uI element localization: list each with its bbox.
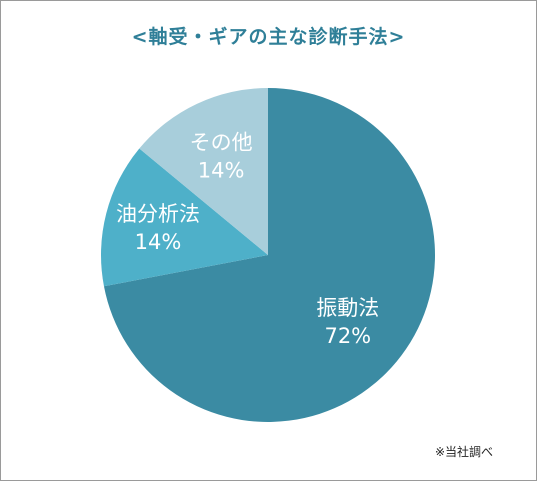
footnote: ※当社調べ <box>434 445 493 459</box>
slice-label: その他 <box>190 130 253 154</box>
chart-title: <軸受・ギアの主な診断手法> <box>131 26 406 48</box>
slice-value-label: 72% <box>324 324 371 348</box>
pie-slice <box>101 148 268 287</box>
slice-label: 振動法 <box>316 296 379 320</box>
slice-value-label: 14% <box>135 230 182 254</box>
slice-value-label: 14% <box>198 158 245 182</box>
pie-slice <box>139 88 268 255</box>
pie-slice <box>103 88 436 423</box>
slice-label: 油分析法 <box>116 202 200 226</box>
